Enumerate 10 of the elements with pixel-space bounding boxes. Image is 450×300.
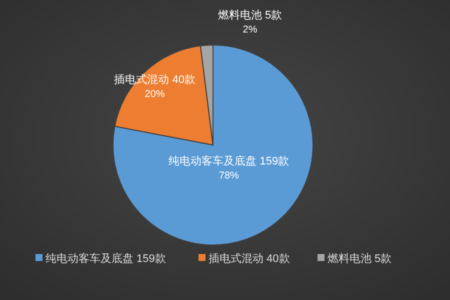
slice-label: 纯电动客车及底盘 159款 bbox=[46, 252, 166, 265]
slice-label: 插电式混动 40款 bbox=[114, 73, 196, 86]
slice-label: 燃料电池 5款 bbox=[218, 8, 282, 22]
data-label: 2% bbox=[242, 24, 258, 36]
legend-label: 插电式混动 40款 bbox=[208, 252, 290, 265]
pie-slice bbox=[112, 44, 314, 246]
slice-label: 纯电动客车及底盘 159款 bbox=[168, 154, 290, 168]
legend-label: 燃料电池 5款 bbox=[328, 252, 392, 265]
data-label: 78% bbox=[218, 170, 240, 182]
data-label: 20% bbox=[144, 89, 165, 100]
